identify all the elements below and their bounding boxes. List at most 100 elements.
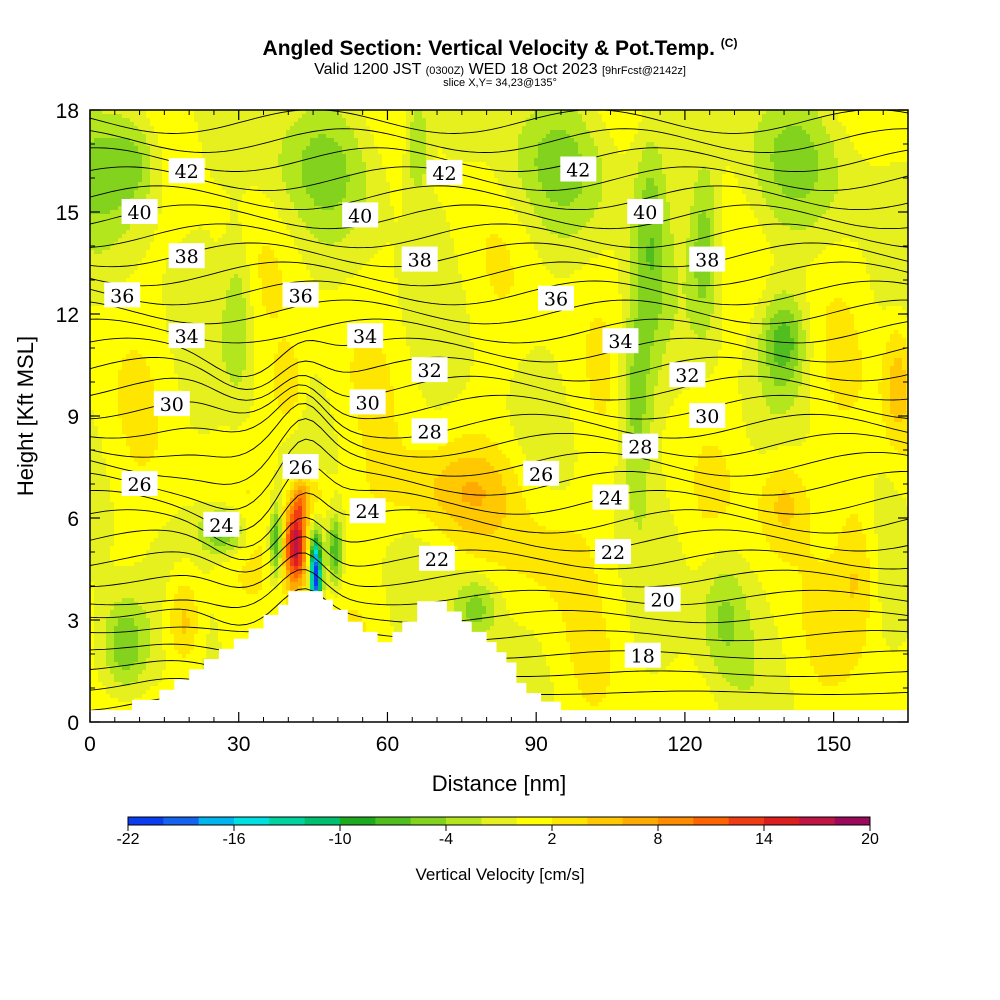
colorbar-swatch (516, 817, 553, 825)
colorbar-tick-label: 2 (548, 831, 557, 848)
colorbar-swatch (163, 817, 199, 825)
contour-label: 36 (544, 289, 568, 311)
colorbar-swatch (234, 817, 270, 825)
valid-label: Valid 1200 JST (314, 61, 421, 78)
contour-label: 26 (529, 464, 553, 486)
contour-label: 24 (598, 488, 622, 510)
colorbar-tick-label: -22 (116, 831, 139, 848)
y-tick-label: 0 (67, 712, 79, 735)
contour-label-bg (595, 539, 632, 564)
colorbar-tick-label: 8 (654, 831, 663, 848)
slice-info: slice X,Y= 34,23@135° (0, 77, 1000, 89)
valid-date: WED 18 Oct 2023 (469, 61, 598, 78)
colorbar-swatch (622, 817, 659, 825)
contour-label: 22 (601, 542, 625, 564)
contour-label-bg (523, 460, 560, 486)
contour-labels: 42 42 42 40 40 40 38 38 38 36 36 36 34 34 34 32 32 30 30 30… (104, 156, 726, 668)
colorbar-label: Vertical Velocity [cm/s] (415, 865, 584, 884)
x-tick-label: 0 (84, 733, 96, 756)
y-tick-label: 15 (56, 202, 79, 225)
contour-label-bg (411, 418, 448, 444)
contour-label-bg (347, 323, 384, 349)
colorbar (127, 816, 871, 826)
colorbar-swatch (587, 817, 623, 825)
x-tick-label: 150 (816, 733, 851, 756)
colorbar-swatch (304, 817, 341, 825)
contour-label: 40 (348, 205, 372, 227)
valid-time-line: Valid 1200 JST (0300Z) WED 18 Oct 2023 [… (0, 61, 1000, 79)
contour-label-bg (401, 246, 438, 272)
title-main: Angled Section: Vertical Velocity & Pot.… (263, 37, 715, 60)
contour-label-bg (426, 159, 463, 185)
contour-label-bg (689, 403, 726, 428)
contour-label: 30 (356, 392, 380, 414)
contour-label: 34 (608, 331, 632, 353)
contour-label-bg (168, 323, 205, 349)
colorbar-swatch (128, 817, 164, 825)
contour-label: 38 (175, 246, 199, 268)
contour-label-bg (349, 498, 386, 524)
contour-label-bg (669, 362, 706, 388)
contour-label: 26 (289, 457, 313, 479)
contour-label: 38 (695, 250, 719, 272)
x-tick-label: 30 (227, 733, 250, 756)
colorbar-swatch (693, 817, 729, 825)
colorbar-swatch (340, 817, 376, 825)
colorbar-swatch (764, 817, 800, 825)
colorbar-swatch (799, 817, 835, 825)
contour-label: 18 (631, 646, 655, 668)
colorbar-tick-label: -4 (439, 831, 453, 848)
contour-label: 24 (356, 501, 380, 523)
chart-title: Angled Section: Vertical Velocity & Pot.… (0, 36, 1000, 61)
contour-label: 22 (425, 549, 449, 571)
colorbar-swatch (552, 817, 588, 825)
contour-label-bg (282, 454, 319, 479)
y-tick-label: 18 (56, 100, 79, 123)
contour-label-bg (419, 545, 456, 571)
contour-label-bg (121, 471, 158, 496)
contour-label: 28 (628, 437, 652, 459)
x-tick-label: 120 (667, 733, 702, 756)
contour-label: 42 (432, 163, 456, 185)
colorbar-tick-label: -10 (328, 831, 351, 848)
colorbar-swatch (269, 817, 305, 825)
contour-label: 36 (110, 285, 134, 307)
contour-label: 40 (127, 202, 151, 224)
contour-label-bg (689, 246, 726, 272)
contour-label: 42 (175, 161, 199, 183)
contour-label: 34 (175, 326, 199, 348)
contour-label-bg (121, 199, 158, 224)
copyright-mark: (C) (721, 36, 738, 50)
y-tick-label: 6 (67, 508, 79, 531)
colorbar-swatch (446, 817, 482, 825)
forecast-info: [9hrFcst@2142z] (602, 65, 686, 77)
x-tick-label: 90 (525, 733, 548, 756)
contour-label: 32 (418, 360, 442, 382)
colorbar-tick-label: -16 (222, 831, 245, 848)
colorbar-ticks: -22 -16 -10 -4 2 8 14 20 (116, 825, 879, 848)
colorbar-swatch (834, 817, 871, 825)
contour-label-bg (203, 511, 240, 537)
contour-label: 40 (633, 202, 657, 224)
contour-label: 20 (651, 590, 675, 612)
colorbar-swatch (375, 817, 411, 825)
contour-label-bg (560, 156, 597, 182)
x-axis-ticks: 0 30 60 90 120 150 (84, 110, 884, 756)
contour-label: 34 (353, 326, 377, 348)
contour-label-bg (342, 202, 379, 228)
colorbar-swatch (658, 817, 694, 825)
contour-label-bg (168, 243, 205, 269)
contour-label: 38 (408, 250, 432, 272)
y-tick-label: 3 (67, 610, 79, 633)
contour-label: 24 (209, 515, 233, 537)
contour-label-bg (602, 328, 639, 354)
valid-utc: (0300Z) (426, 65, 465, 77)
contour-label-bg (282, 282, 319, 308)
colorbar-swatch (728, 817, 765, 825)
contour-label-bg (349, 389, 386, 415)
colorbar-tick-label: 14 (755, 831, 773, 848)
contour-label: 36 (289, 285, 313, 307)
terrain-mask (90, 591, 908, 722)
